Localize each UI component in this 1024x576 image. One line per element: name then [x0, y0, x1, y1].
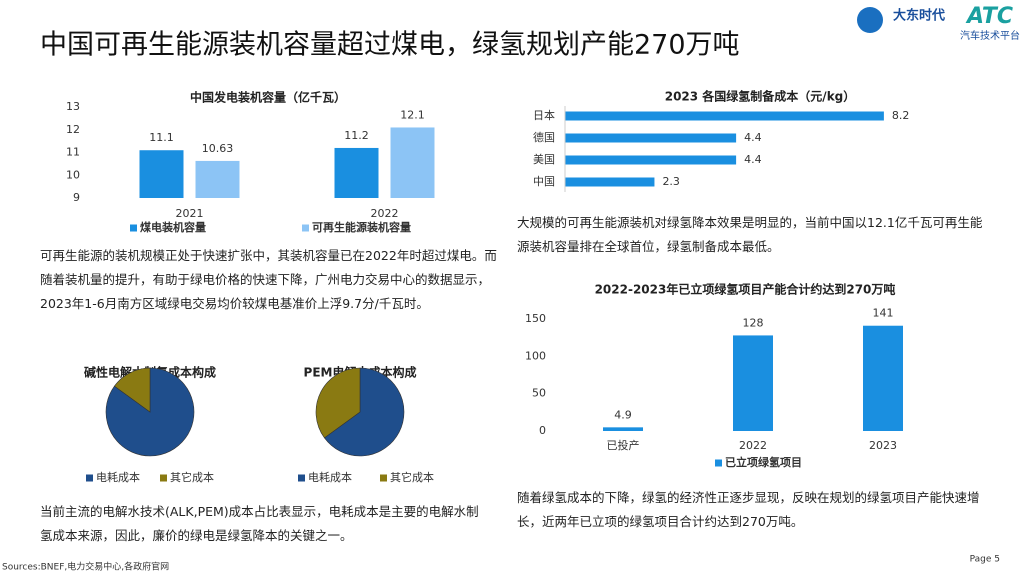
bar — [565, 155, 737, 165]
page-number: Page 5 — [970, 555, 1000, 565]
paragraph: 随着绿氢成本的下降，绿氢的经济性正逐步显现，反映在规划的绿氢项目产能快速增长，近… — [517, 490, 980, 529]
x-tick-label: 已投产 — [607, 438, 640, 452]
y-tick-label: 美国 — [533, 153, 555, 166]
legend-marker — [298, 474, 305, 482]
legend-marker — [380, 474, 387, 482]
value-label: 128 — [743, 316, 764, 329]
logo-icon — [857, 7, 883, 33]
legend-marker — [130, 224, 137, 232]
slide-title: 中国可再生能源装机容量超过煤电，绿氢规划产能270万吨 — [40, 30, 740, 61]
value-label: 4.9 — [614, 408, 632, 421]
y-tick-label: 日本 — [533, 108, 555, 122]
bar — [195, 160, 240, 198]
chart-title: 2023 各国绿氢制备成本（元/kg） — [665, 89, 856, 104]
bar — [390, 127, 435, 198]
paragraph: 大规模的可再生能源装机对绿氢降本效果是明显的，当前中国以12.1亿千瓦可再生能源… — [517, 215, 983, 254]
legend-label: 电耗成本 — [308, 470, 352, 484]
x-tick-label: 2021 — [176, 207, 204, 220]
legend-marker — [715, 459, 722, 467]
chart-title: 2022-2023年已立项绿氢项目产能合计约达到270万吨 — [595, 282, 896, 297]
legend-marker — [160, 474, 167, 482]
legend-marker — [302, 224, 309, 232]
bar — [565, 111, 884, 121]
y-tick-label: 13 — [66, 100, 80, 113]
y-tick-label: 9 — [73, 191, 80, 204]
value-label: 8.2 — [892, 109, 910, 122]
bar — [139, 150, 184, 198]
y-tick-label: 0 — [539, 424, 546, 437]
logo-text: 汽车技术平台 — [960, 29, 1020, 42]
y-tick-label: 中国 — [533, 175, 555, 188]
y-tick-label: 德国 — [533, 130, 555, 144]
value-label: 141 — [873, 307, 894, 320]
bar — [334, 147, 379, 198]
value-label: 4.4 — [744, 131, 762, 144]
value-label: 2.3 — [662, 175, 680, 188]
bar — [863, 325, 903, 431]
legend-label: 煤电装机容量 — [140, 220, 206, 234]
y-tick-label: 50 — [532, 387, 546, 400]
y-tick-label: 10 — [66, 168, 80, 181]
legend-marker — [86, 474, 93, 482]
legend-label: 其它成本 — [170, 470, 214, 484]
value-label: 12.1 — [400, 108, 425, 121]
x-tick-label: 2022 — [371, 207, 399, 220]
y-tick-label: 12 — [66, 123, 80, 136]
x-tick-label: 2023 — [869, 439, 897, 452]
legend-label: 其它成本 — [390, 470, 434, 484]
legend-label: 可再生能源装机容量 — [312, 220, 411, 234]
value-label: 11.2 — [344, 129, 369, 142]
y-tick-label: 100 — [525, 349, 546, 362]
value-label: 10.63 — [202, 142, 234, 155]
paragraph: 当前主流的电解水技术(ALK,PEM)成本占比表显示，电耗成本是主要的电解水制氢… — [40, 504, 479, 543]
bar — [565, 133, 737, 143]
pie-slice — [113, 367, 151, 413]
sources: Sources:BNEF,电力交易中心,各政府官网 — [2, 561, 169, 573]
legend-label: 电耗成本 — [96, 470, 140, 484]
pie-slice — [323, 367, 405, 457]
x-tick-label: 2022 — [739, 439, 767, 452]
bar — [603, 427, 643, 431]
paragraph: 可再生能源的装机规模正处于快速扩张中，其装机容量已在2022年时超过煤电。而随着… — [40, 248, 497, 311]
chart-title: 中国发电装机容量（亿千瓦） — [190, 90, 346, 105]
y-tick-label: 150 — [525, 312, 546, 325]
bar — [733, 335, 773, 431]
y-tick-label: 11 — [66, 146, 80, 159]
logo-text: ATC — [965, 4, 1013, 29]
value-label: 4.4 — [744, 153, 762, 166]
bar — [565, 177, 655, 187]
logo-text: 大东时代 — [893, 8, 945, 24]
value-label: 11.1 — [149, 131, 174, 144]
legend-label: 已立项绿氢项目 — [725, 455, 802, 469]
pie-slice — [315, 367, 361, 439]
